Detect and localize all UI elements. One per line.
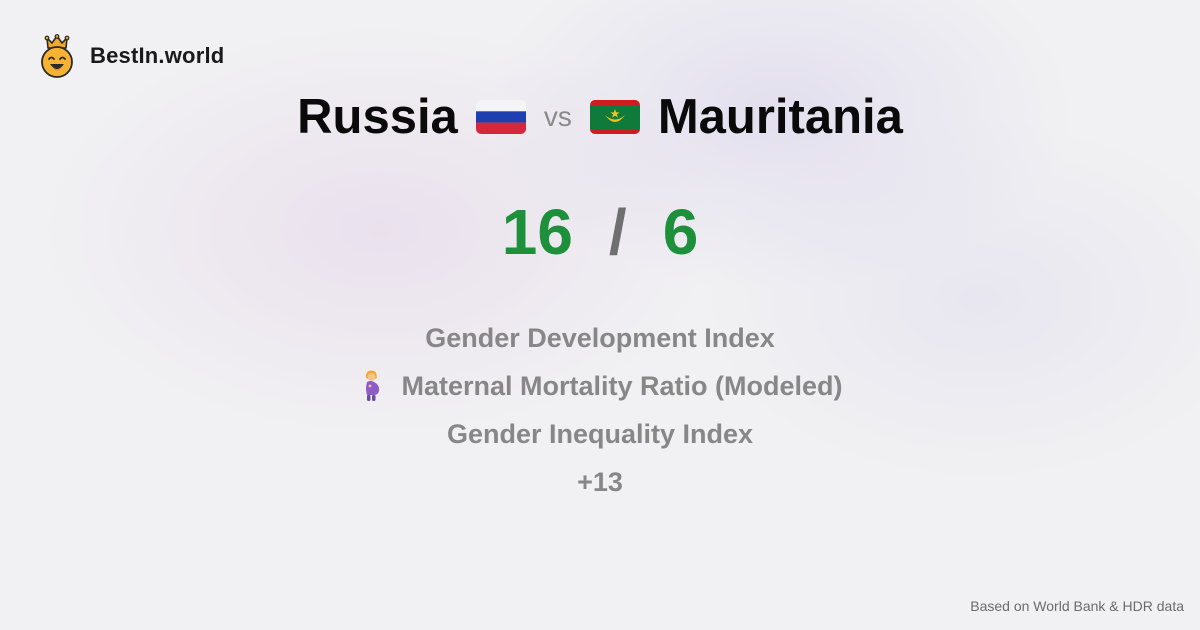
left-country-name[interactable]: Russia	[297, 90, 458, 144]
score-separator: /	[608, 196, 627, 268]
more-metrics-count[interactable]: +13	[577, 458, 623, 506]
russia-flag-icon	[475, 100, 526, 134]
left-score: 16	[501, 196, 573, 268]
pregnant-woman-icon	[366, 370, 380, 401]
metric-label: +13	[577, 466, 623, 497]
metric-label: Gender Inequality Index	[446, 418, 754, 449]
mauritania-flag-icon	[589, 100, 640, 134]
score: 16 / 6	[0, 192, 1200, 272]
right-country-name[interactable]: Mauritania	[657, 90, 903, 144]
comparison-title: Russia vs Mauritania	[0, 84, 1200, 150]
metric-label: Gender Development Index	[425, 322, 775, 353]
metric-item[interactable]: Gender Inequality Index	[447, 410, 753, 458]
metrics-list: Gender Development Index Maternal Mortal…	[0, 314, 1200, 506]
brand-name: BestIn.world	[90, 43, 225, 68]
vs-label: vs	[543, 101, 572, 132]
right-score: 6	[662, 196, 699, 268]
metric-item[interactable]: Gender Development Index	[425, 314, 775, 362]
brand[interactable]: BestIn.world	[38, 34, 224, 78]
crowned-smiley-icon	[41, 34, 73, 78]
data-source-note: Based on World Bank & HDR data	[970, 598, 1184, 614]
metric-item[interactable]: Maternal Mortality Ratio (Modeled)	[357, 362, 843, 410]
metric-label: Maternal Mortality Ratio (Modeled)	[401, 370, 843, 401]
